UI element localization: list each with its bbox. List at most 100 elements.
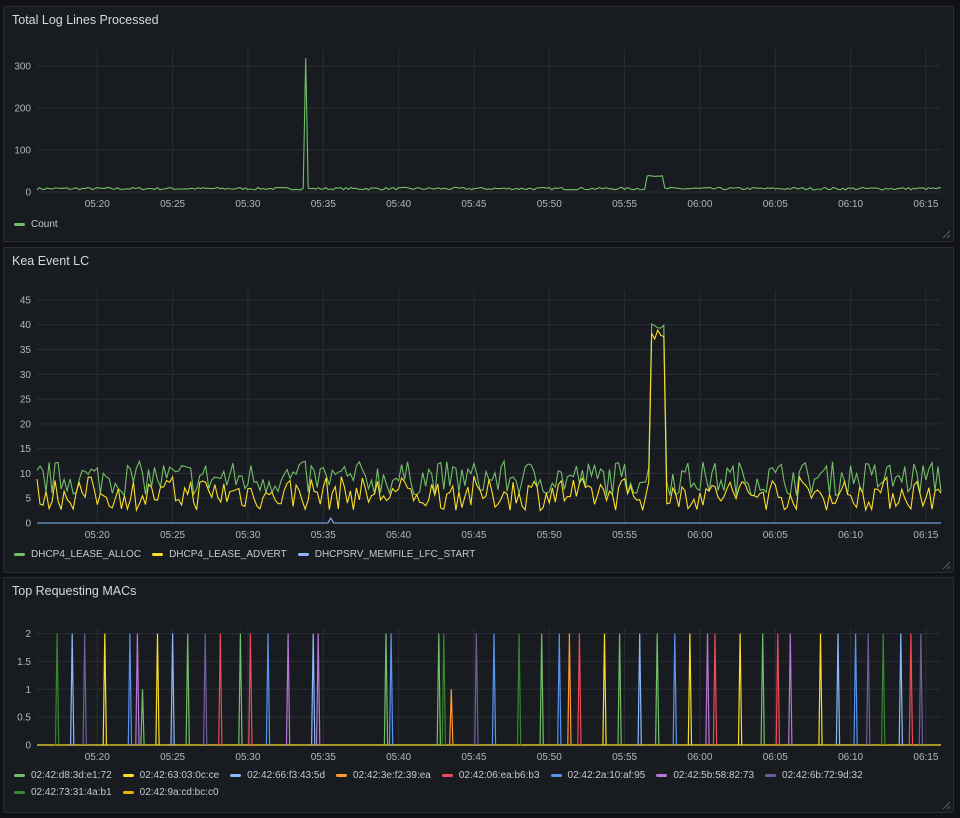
x-tick-label: 05:20: [85, 199, 110, 210]
x-tick-label: 06:05: [763, 752, 788, 763]
y-tick-label: 1: [25, 685, 31, 696]
panel-title[interactable]: Total Log Lines Processed: [12, 13, 159, 27]
x-tick-label: 06:00: [687, 752, 712, 763]
series-spike: [881, 633, 886, 746]
y-tick-label: 40: [20, 320, 32, 331]
x-tick-label: 05:30: [235, 752, 260, 763]
panel-title[interactable]: Kea Event LC: [12, 254, 90, 268]
legend-item-mac[interactable]: 02:42:6b:72:9d:32: [765, 770, 863, 781]
resize-handle-icon[interactable]: [942, 801, 950, 809]
series-spike: [788, 633, 793, 746]
x-tick-label: 05:30: [235, 199, 260, 210]
legend-item-mac[interactable]: 02:42:63:03:0c:ce: [122, 770, 219, 781]
x-tick-label: 05:35: [311, 752, 336, 763]
legend-item-mac[interactable]: 02:42:2a:10:af:95: [550, 770, 646, 781]
series-swatch-icon: [122, 791, 134, 794]
resize-handle-icon[interactable]: [942, 230, 950, 238]
series-spike: [311, 633, 316, 746]
series-spike: [436, 633, 441, 746]
y-tick-label: 0: [25, 188, 31, 199]
series-spike: [617, 633, 622, 746]
panel-title[interactable]: Top Requesting MACs: [12, 584, 137, 598]
series-spike: [441, 633, 446, 746]
legend-item-mac[interactable]: 02:42:73:31:4a:b1: [14, 787, 112, 798]
series-spike: [516, 633, 522, 746]
y-tick-label: 300: [14, 61, 31, 72]
series-swatch-icon: [656, 774, 668, 777]
y-tick-label: 2: [25, 629, 31, 640]
legend-item-lfc-start[interactable]: DHCPSRV_MEMFILE_LFC_START: [297, 549, 475, 560]
x-tick-label: 06:15: [913, 199, 938, 210]
y-tick-label: 35: [20, 345, 32, 356]
legend-item-mac[interactable]: 02:42:06:ea:b6:b3: [441, 770, 540, 781]
x-tick-label: 05:40: [386, 530, 411, 541]
x-tick-label: 05:45: [461, 199, 486, 210]
x-tick-label: 06:10: [838, 752, 863, 763]
legend-label: 02:42:3e:f2:39:ea: [353, 770, 431, 781]
resize-handle-icon[interactable]: [942, 561, 950, 569]
legend-label: 02:42:73:31:4a:b1: [31, 787, 112, 798]
legend: Count: [14, 219, 914, 230]
legend: 02:42:d8:3d:e1:72 02:42:63:03:0c:ce 02:42:…: [14, 770, 914, 798]
series-spike: [655, 633, 660, 746]
x-tick-label: 06:10: [838, 530, 863, 541]
legend-item-mac[interactable]: 02:42:9a:cd:bc:c0: [122, 787, 219, 798]
x-tick-label: 05:35: [311, 530, 336, 541]
panel-top-requesting-macs: Top Requesting MACs 0 0.5 1 1.5 2 05:20 05:25 0…: [3, 577, 954, 813]
series-spike: [218, 633, 223, 746]
x-tick-label: 05:55: [612, 752, 637, 763]
legend-label: 02:42:2a:10:af:95: [567, 770, 646, 781]
series-swatch-icon: [765, 774, 777, 777]
x-tick-label: 06:15: [913, 752, 938, 763]
legend-item-alloc[interactable]: DHCP4_LEASE_ALLOC: [14, 549, 141, 560]
series-spike: [383, 633, 389, 746]
series-spike: [155, 633, 160, 746]
series-spike: [238, 633, 243, 746]
series-spike: [705, 633, 710, 746]
series-spike: [567, 633, 572, 746]
series-spike: [265, 633, 271, 746]
x-tick-label: 05:55: [612, 530, 637, 541]
x-tick-label: 06:15: [913, 530, 938, 541]
series-swatch-icon: [14, 774, 25, 777]
x-tick-label: 05:25: [160, 199, 185, 210]
panel-kea-event-lc: Kea Event LC 0 5 10 15 20 25 30 35 40 45 05:20 05:2…: [3, 247, 954, 573]
chart-top-requesting-macs: 0 0.5 1 1.5 2 05:20 05:25 05:30 05:35 05:40 05:45 0…: [17, 628, 941, 763]
legend-item-mac[interactable]: 02:42:66:f3:43:5d: [230, 770, 325, 781]
series-spike: [539, 633, 544, 746]
panel-total-log-lines: Total Log Lines Processed 0 100 200 300 05:2…: [3, 6, 954, 242]
legend-item-count[interactable]: Count: [14, 219, 58, 230]
series-spike: [185, 633, 190, 746]
legend-item-advert[interactable]: DHCP4_LEASE_ADVERT: [152, 549, 287, 560]
x-tick-label: 06:05: [763, 199, 788, 210]
y-tick-label: 45: [20, 295, 32, 306]
legend-item-mac[interactable]: 02:42:d8:3d:e1:72: [14, 770, 112, 781]
series-spike: [637, 633, 642, 746]
y-tick-label: 0: [25, 519, 31, 530]
series-line-dhcp4-lease-advert: [36, 328, 942, 513]
y-tick-label: 30: [20, 370, 32, 381]
series-spike: [577, 633, 582, 746]
legend-label: 02:42:66:f3:43:5d: [247, 770, 326, 781]
x-tick-label: 05:20: [85, 752, 110, 763]
series-spike: [82, 633, 87, 746]
legend-item-mac[interactable]: 02:42:5b:58:82:73: [656, 770, 754, 781]
series-spike: [474, 633, 479, 746]
y-tick-label: 100: [14, 145, 31, 156]
series-spike: [285, 633, 291, 746]
series-spike: [54, 633, 60, 746]
series-spike: [835, 633, 841, 746]
series-swatch-icon: [14, 791, 25, 794]
legend: DHCP4_LEASE_ALLOC DHCP4_LEASE_ADVERT DHC…: [14, 549, 914, 560]
series-spike: [135, 633, 140, 746]
y-tick-label: 0: [25, 741, 31, 752]
x-tick-label: 05:35: [311, 199, 336, 210]
x-tick-label: 05:20: [85, 530, 110, 541]
y-tick-label: 25: [20, 395, 32, 406]
legend-item-mac[interactable]: 02:42:3e:f2:39:ea: [336, 770, 431, 781]
series-spike: [737, 633, 743, 746]
series-spike: [853, 633, 858, 746]
series-swatch-icon: [14, 553, 25, 556]
series-spike: [557, 633, 562, 746]
series-spike: [898, 633, 903, 746]
